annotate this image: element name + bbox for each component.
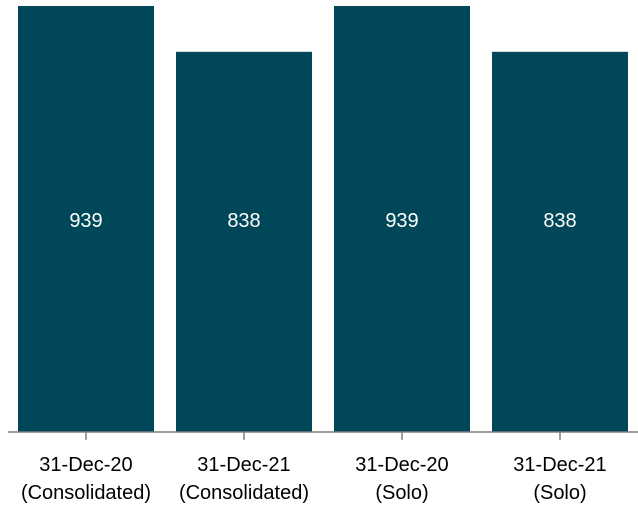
bar-value-label-2: 838 (227, 210, 260, 232)
bar-value-label-1: 939 (69, 210, 102, 232)
bars-group (18, 6, 628, 433)
bar-2 (176, 51, 312, 433)
bar-4 (492, 51, 628, 433)
bar-value-label-4: 838 (543, 210, 576, 232)
x-ticks-group (85, 432, 561, 440)
x-tick-label-line: 31-Dec-20 (39, 454, 132, 476)
x-tick-label-1: 31-Dec-20 (Consolidated) (21, 454, 151, 504)
bar-3 (334, 6, 470, 432)
bar-value-label-3: 939 (385, 210, 418, 232)
x-tick-label-line: 31-Dec-21 (513, 454, 606, 476)
x-tick-label-line: 31-Dec-21 (197, 454, 290, 476)
bar-1 (18, 6, 154, 432)
data-labels-group: 939 838 939 838 (69, 210, 576, 232)
x-tick-labels-group: 31-Dec-20 (Consolidated) 31-Dec-21 (Consoli… (21, 454, 607, 504)
x-tick-label-2: 31-Dec-21 (Consolidated) (179, 454, 309, 504)
x-tick-label-line: (Consolidated) (21, 482, 151, 504)
x-tick-label-line: (Solo) (533, 482, 586, 504)
x-tick-label-line: (Consolidated) (179, 482, 309, 504)
x-tick-label-4: 31-Dec-21 (Solo) (513, 454, 606, 504)
x-tick-label-line: (Solo) (375, 482, 428, 504)
x-tick-label-3: 31-Dec-20 (Solo) (355, 454, 448, 504)
x-tick-label-line: 31-Dec-20 (355, 454, 448, 476)
